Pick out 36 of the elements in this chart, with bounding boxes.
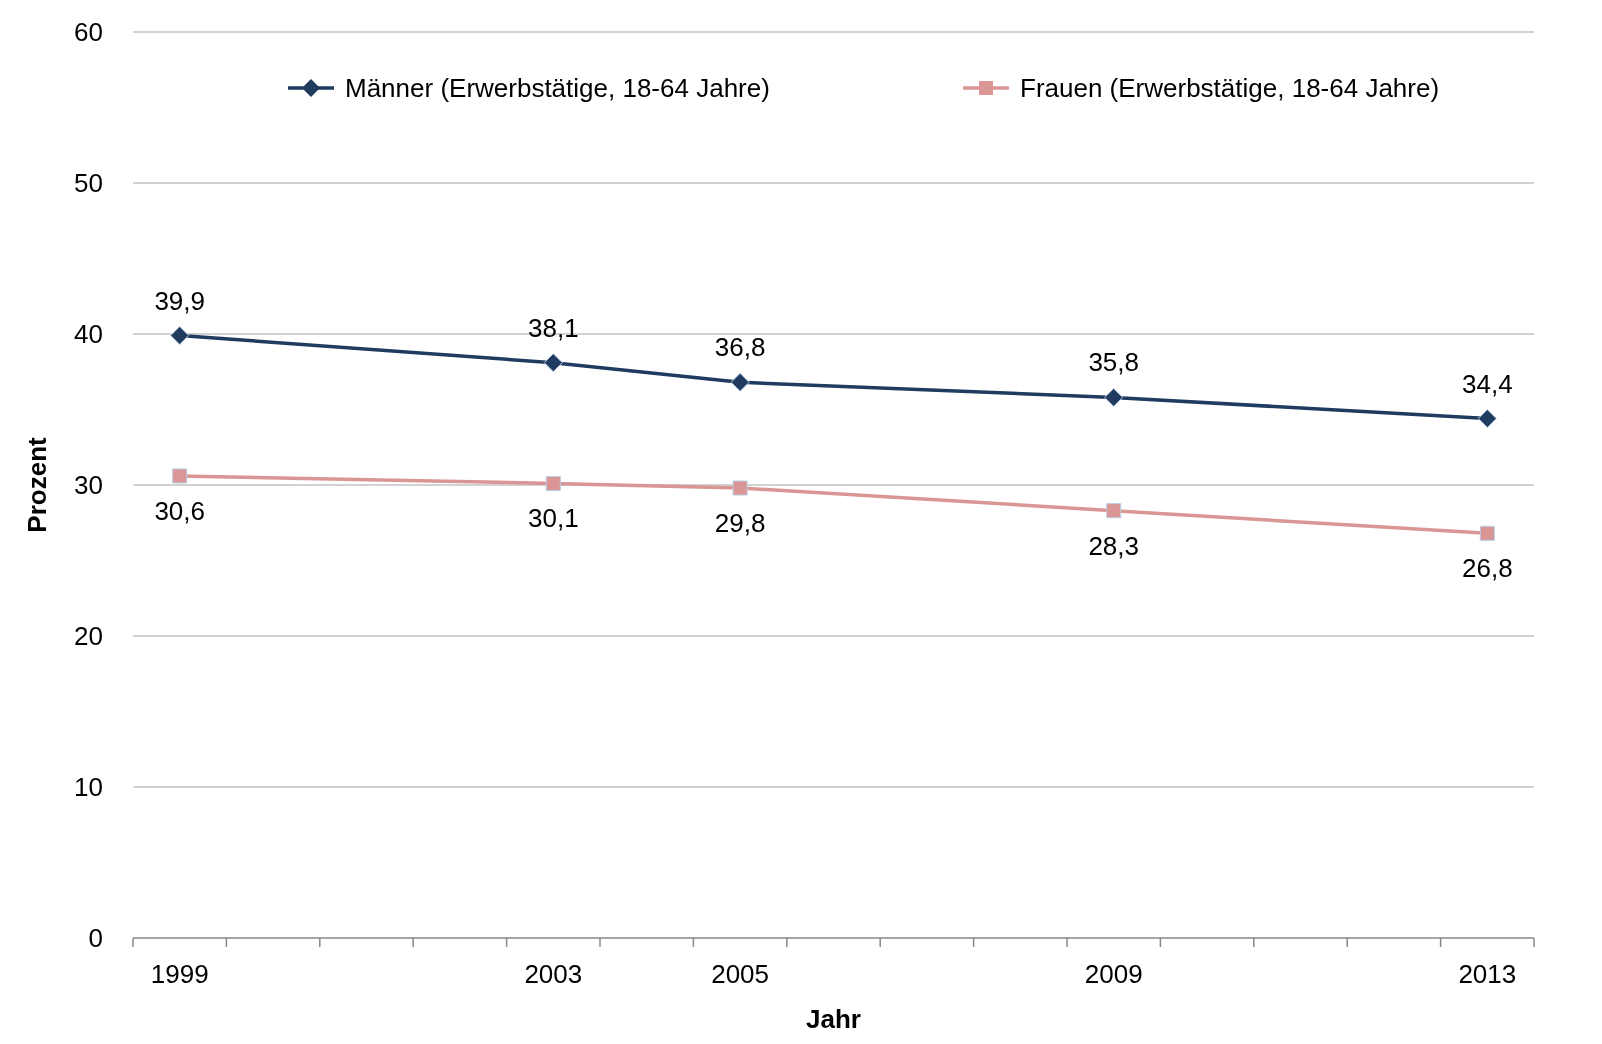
x-axis-title: Jahr xyxy=(806,1004,861,1034)
point xyxy=(1106,503,1122,519)
point xyxy=(1479,525,1495,541)
y-tick-label: 10 xyxy=(74,772,103,802)
point xyxy=(545,475,561,491)
data-label: 36,8 xyxy=(714,332,766,363)
x-tick-label: 2009 xyxy=(1084,959,1143,989)
data-label: 35,8 xyxy=(1088,347,1139,378)
y-tick-label: 0 xyxy=(88,923,103,953)
data-label: 28,3 xyxy=(1088,530,1139,561)
data-label: 26,8 xyxy=(1462,553,1513,584)
data-label: 38,1 xyxy=(528,312,579,343)
y-tick-label: 20 xyxy=(74,621,103,651)
data-label: 39,9 xyxy=(154,285,205,316)
point xyxy=(1104,387,1124,407)
y-tick-label: 60 xyxy=(74,17,103,47)
y-axis-title: Prozent xyxy=(22,436,52,533)
x-tick-label: 2013 xyxy=(1458,959,1517,989)
point xyxy=(732,480,748,496)
legend-label: Männer (Erwerbstätige, 18-64 Jahre) xyxy=(345,73,770,103)
point xyxy=(543,353,563,373)
x-tick-label: 2003 xyxy=(524,959,583,989)
legend-label: Frauen (Erwerbstätige, 18-64 Jahre) xyxy=(1020,73,1440,103)
data-label: 30,6 xyxy=(154,495,205,526)
point xyxy=(1477,409,1497,429)
data-label: 29,8 xyxy=(714,508,766,539)
x-tick-label: 1999 xyxy=(150,959,209,989)
point xyxy=(170,326,190,346)
data-label: 30,1 xyxy=(528,503,579,534)
point xyxy=(730,372,750,392)
x-tick-label: 2005 xyxy=(711,959,770,989)
y-tick-label: 40 xyxy=(74,319,103,349)
y-tick-label: 50 xyxy=(74,168,103,198)
data-label: 34,4 xyxy=(1462,368,1513,399)
point xyxy=(172,468,188,484)
y-tick-label: 30 xyxy=(74,470,103,500)
